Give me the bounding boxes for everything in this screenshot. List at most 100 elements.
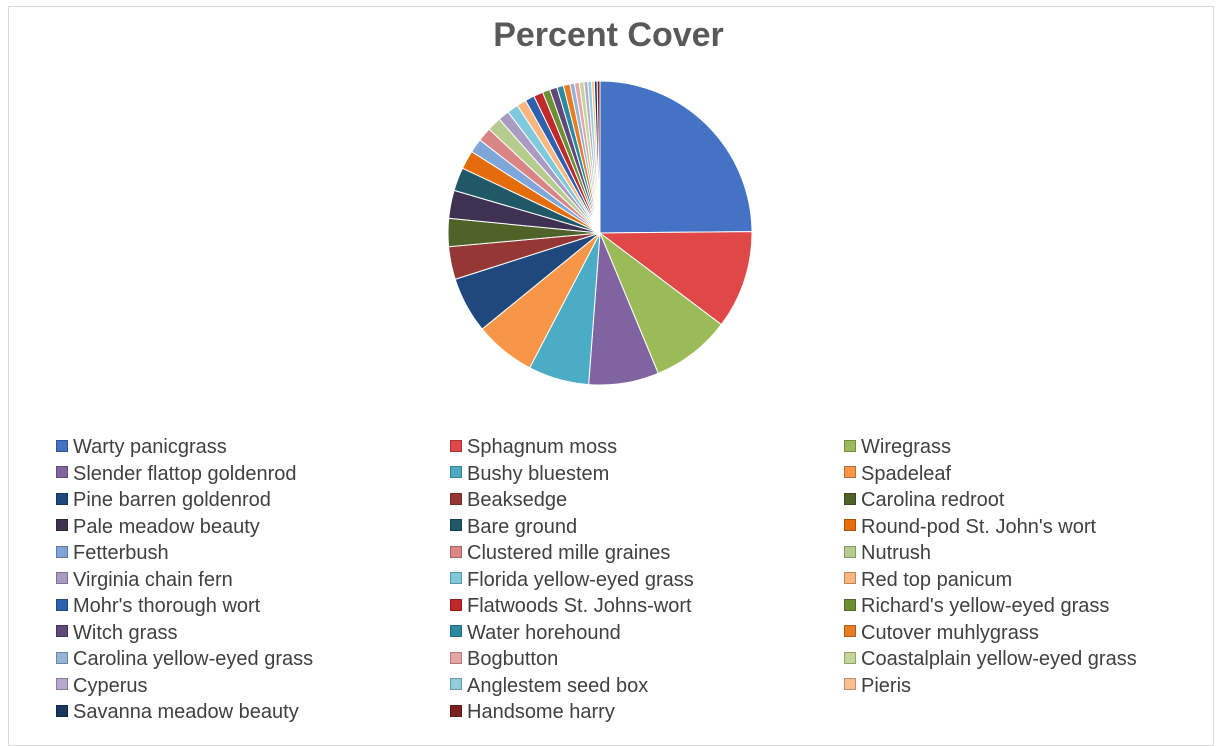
legend-swatch (450, 519, 462, 532)
legend-item: Sphagnum moss (450, 434, 617, 460)
legend-item: Witch grass (56, 620, 177, 646)
legend-item: Water horehound (450, 620, 621, 646)
legend-label: Slender flattop goldenrod (73, 462, 297, 485)
legend-label: Clustered mille graines (467, 542, 671, 564)
legend-swatch (844, 466, 856, 479)
legend-item: Wiregrass (844, 434, 951, 460)
legend-item: Bushy bluestem (450, 461, 609, 487)
legend-label: Pieris (861, 674, 912, 697)
legend-swatch (450, 545, 462, 558)
legend-swatch (450, 439, 462, 452)
legend-item: Anglestem seed box (450, 673, 648, 699)
legend-label: Water horehound (467, 621, 621, 644)
legend-item: Pieris (844, 673, 911, 699)
legend-item: Spadeleaf (844, 461, 951, 487)
legend-item: Cyperus (56, 673, 147, 699)
legend-swatch (844, 598, 856, 611)
legend-item: Warty panicgrass (56, 434, 227, 460)
legend-label: Savanna meadow beauty (73, 701, 299, 723)
legend-label: Nutrush (861, 542, 932, 564)
legend-label: Anglestem seed box (467, 674, 649, 697)
legend-item: Virginia chain fern (56, 567, 233, 593)
legend-label: Carolina yellow-eyed grass (73, 648, 314, 670)
legend-label: Warty panicgrass (73, 436, 227, 458)
legend-swatch (56, 704, 68, 717)
legend-label: Carolina redroot (861, 489, 1005, 511)
legend-label: Florida yellow-eyed grass (467, 568, 694, 591)
legend-swatch (450, 598, 462, 611)
legend-item: Fetterbush (56, 540, 169, 566)
legend-item: Pale meadow beauty (56, 514, 260, 540)
legend-label: Handsome harry (467, 701, 615, 723)
legend-swatch (450, 492, 462, 505)
legend-swatch (56, 625, 68, 638)
legend-swatch (844, 572, 856, 585)
legend-swatch (450, 678, 462, 691)
legend-item: Handsome harry (450, 699, 615, 725)
legend-label: Bushy bluestem (467, 462, 610, 485)
legend-label: Coastalplain yellow-eyed grass (861, 648, 1137, 670)
pie-slice (596, 80, 601, 234)
legend-item: Beaksedge (450, 487, 567, 513)
pie-slice (598, 231, 753, 326)
legend-swatch (844, 439, 856, 452)
legend-label: Richard's yellow-eyed grass (861, 595, 1110, 617)
legend-swatch (844, 545, 856, 558)
legend-swatch (844, 651, 856, 664)
legend-item: Slender flattop goldenrod (56, 461, 297, 487)
legend-swatch (450, 651, 462, 664)
legend-label: Bogbutton (467, 648, 559, 670)
legend-item: Round-pod St. John's wort (844, 514, 1096, 540)
legend-item: Red top panicum (844, 567, 1012, 593)
legend-swatch (56, 545, 68, 558)
legend-label: Beaksedge (467, 489, 568, 511)
legend-swatch (844, 678, 856, 691)
legend-item: Carolina redroot (844, 487, 1004, 513)
legend-label: Round-pod St. John's wort (861, 515, 1097, 538)
legend-label: Cutover muhlygrass (861, 621, 1039, 644)
legend-item: Bare ground (450, 514, 577, 540)
legend-label: Bare ground (467, 515, 578, 538)
legend-swatch (56, 651, 68, 664)
legend-item: Richard's yellow-eyed grass (844, 593, 1109, 619)
legend-label: Virginia chain fern (73, 568, 233, 591)
legend-swatch (450, 572, 462, 585)
legend-swatch (450, 625, 462, 638)
legend-item: Florida yellow-eyed grass (450, 567, 694, 593)
legend-swatch (56, 519, 68, 532)
legend-item: Clustered mille graines (450, 540, 670, 566)
legend-label: Witch grass (73, 621, 178, 644)
legend-label: Cyperus (73, 674, 148, 697)
legend-item: Bogbutton (450, 646, 558, 672)
legend-label: Flatwoods St. Johns-wort (467, 595, 692, 617)
legend-item: Cutover muhlygrass (844, 620, 1039, 646)
legend-item: Nutrush (844, 540, 931, 566)
legend-swatch (56, 439, 68, 452)
legend-swatch (844, 519, 856, 532)
legend-item: Carolina yellow-eyed grass (56, 646, 313, 672)
legend-label: Fetterbush (73, 542, 169, 564)
legend-swatch (56, 598, 68, 611)
legend-item: Savanna meadow beauty (56, 699, 299, 725)
legend-label: Pine barren goldenrod (73, 489, 271, 511)
legend-swatch (56, 492, 68, 505)
legend-label: Mohr's thorough wort (73, 595, 261, 617)
legend-label: Red top panicum (861, 568, 1013, 591)
legend-label: Sphagnum moss (467, 436, 618, 458)
legend-label: Pale meadow beauty (73, 515, 260, 538)
pie-slice (599, 80, 753, 234)
legend-label: Wiregrass (861, 436, 952, 458)
legend-swatch (844, 625, 856, 638)
legend-item: Coastalplain yellow-eyed grass (844, 646, 1137, 672)
legend-swatch (450, 466, 462, 479)
legend-swatch (56, 466, 68, 479)
legend-swatch (844, 492, 856, 505)
legend-item: Flatwoods St. Johns-wort (450, 593, 692, 619)
legend-item: Mohr's thorough wort (56, 593, 260, 619)
chart-title: Percent Cover (493, 16, 724, 54)
legend-label: Spadeleaf (861, 462, 952, 485)
legend-item: Pine barren goldenrod (56, 487, 271, 513)
legend-swatch (56, 572, 68, 585)
legend-swatch (450, 704, 462, 717)
